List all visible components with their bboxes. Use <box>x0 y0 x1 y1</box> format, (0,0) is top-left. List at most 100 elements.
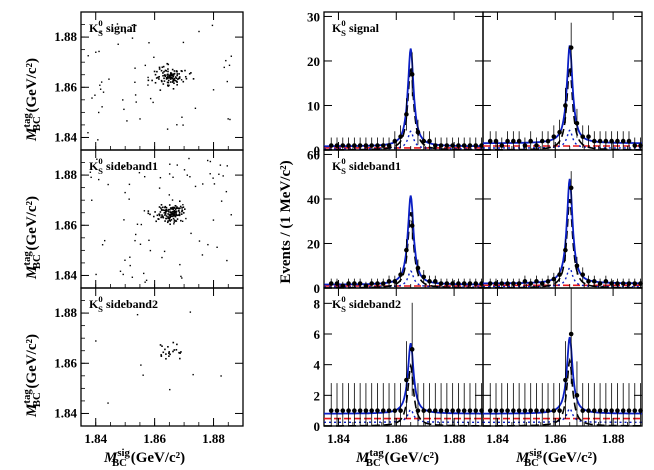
fit-panel-label: K0 S sideband1 <box>332 156 401 176</box>
scatter-point <box>173 221 176 223</box>
scatter-point <box>180 219 182 222</box>
scatter-point <box>172 74 174 76</box>
scatter-point <box>166 77 169 80</box>
scatter-point <box>134 94 137 96</box>
scatter-point <box>124 259 126 261</box>
data-point <box>380 408 386 413</box>
data-point <box>415 129 421 135</box>
scatter-point <box>164 213 167 215</box>
scatter-point <box>161 80 163 83</box>
fit-frame <box>482 11 643 151</box>
data-point <box>528 408 533 413</box>
data-point <box>568 45 574 50</box>
data-point <box>615 281 620 286</box>
scatter-point <box>186 174 188 176</box>
scatter-point <box>143 272 145 275</box>
data-point <box>516 138 522 144</box>
scatter-point <box>172 217 175 220</box>
y-tick-label: 10 <box>307 98 320 113</box>
scatter-point <box>102 91 105 93</box>
data-point <box>421 408 427 413</box>
scatter-point <box>129 264 131 267</box>
scatter-point <box>163 209 166 212</box>
scatter-point <box>100 81 103 83</box>
scatter-point <box>169 220 172 222</box>
data-point <box>487 281 493 286</box>
y-tick-label: 4 <box>314 358 321 373</box>
y-tick-label: 0 <box>314 143 321 158</box>
data-point <box>505 408 510 413</box>
scatter-point <box>159 89 162 91</box>
scatter-point <box>189 311 192 313</box>
data-point <box>545 408 551 413</box>
scatter-point <box>122 166 125 169</box>
scatter-point <box>175 211 177 214</box>
data-point <box>580 272 586 277</box>
data-point <box>557 129 562 135</box>
scatter-panel-1: 1.84 1.86 1.88 K0 S signal <box>54 11 244 151</box>
y-tick-label: 1.88 <box>54 305 77 320</box>
scatter-point <box>169 388 171 391</box>
scatter-point <box>180 351 182 353</box>
scatter-point <box>168 77 170 79</box>
scatter-point <box>143 175 146 178</box>
scatter-point <box>90 176 92 179</box>
scatter-point <box>128 183 131 186</box>
scatter-point <box>128 198 130 200</box>
scatter-point <box>129 256 131 258</box>
scatter-point <box>148 42 150 44</box>
scatter-point <box>99 84 101 86</box>
scatter-point <box>173 349 176 351</box>
data-point <box>369 143 375 148</box>
y-tick-label: 6 <box>314 327 321 342</box>
data-point <box>386 143 392 148</box>
data-point <box>346 408 351 413</box>
scatter-point <box>169 81 172 83</box>
scatter-point <box>155 77 158 79</box>
scatter-point <box>152 215 155 218</box>
y-tick-label: 1.86 <box>54 355 77 370</box>
fit-frame <box>482 287 643 427</box>
scatter-point <box>220 375 222 377</box>
scatter-point <box>188 157 190 160</box>
scatter-point <box>216 246 218 248</box>
scatter-point <box>172 206 175 209</box>
data-point <box>369 281 375 286</box>
scatter-point <box>182 204 184 206</box>
scatter-point <box>180 70 183 72</box>
scatter-point <box>160 79 163 82</box>
scatter-point <box>174 204 177 207</box>
scatter-point <box>166 84 169 87</box>
scatter-point <box>160 69 163 72</box>
scatter-point <box>165 76 168 79</box>
y-tick-label: 8 <box>314 296 321 311</box>
scatter-point <box>131 37 134 39</box>
scatter-point <box>165 353 167 355</box>
scatter-point <box>219 164 222 166</box>
y-tick-label: 30 <box>307 9 320 24</box>
data-point <box>467 408 473 413</box>
scatter-point <box>173 70 176 72</box>
fit-x-axis-label-left: Mtag BC (GeV/c²) <box>355 447 439 469</box>
data-point <box>444 408 450 413</box>
data-point <box>586 279 591 284</box>
fit-x-axis-label-right: Msig BC (GeV/c²) <box>515 447 597 469</box>
scatter-point <box>162 72 164 74</box>
scatter-point <box>160 207 162 209</box>
scatter-point <box>190 232 192 235</box>
scatter-point <box>171 73 173 75</box>
data-point <box>398 134 403 139</box>
data-point <box>534 279 539 284</box>
scatter-point <box>168 214 171 217</box>
scatter-point <box>166 74 169 76</box>
scatter-point <box>154 211 156 213</box>
scatter-point <box>161 256 163 259</box>
data-point <box>404 247 409 253</box>
data-point <box>427 279 432 284</box>
scatter-point <box>157 218 159 220</box>
data-point <box>433 143 438 148</box>
scatter-point <box>145 279 148 282</box>
data-point <box>551 134 557 139</box>
scatter-point <box>96 158 98 160</box>
scatter-point <box>163 250 166 253</box>
